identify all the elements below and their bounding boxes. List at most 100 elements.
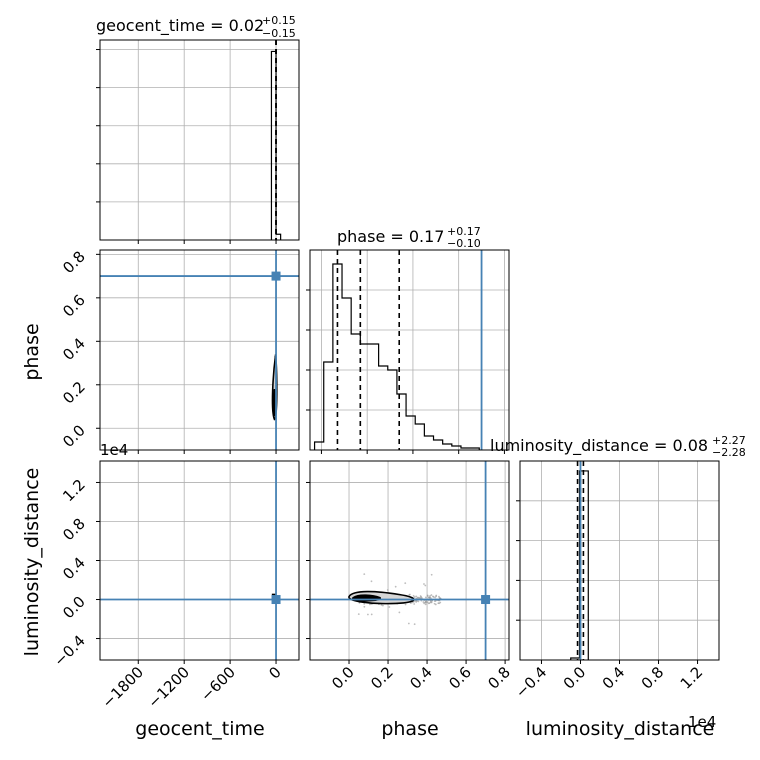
xlabel-luminosity-distance: luminosity_distance <box>526 718 715 740</box>
scatter-point <box>386 589 389 591</box>
scatter-point <box>404 603 407 606</box>
scatter-point <box>417 596 420 599</box>
histogram-step <box>313 263 480 450</box>
scatter-point <box>420 597 423 599</box>
scatter-point <box>426 594 429 597</box>
y-tick-label: 0.0 <box>59 593 89 623</box>
xlabel-phase: phase <box>381 718 438 740</box>
y-tick-label: 0.0 <box>59 421 89 451</box>
ylabel-phase: phase <box>21 323 43 380</box>
x-tick-label: −1800 <box>98 663 147 712</box>
axes-frame <box>309 249 510 451</box>
axes-frame <box>99 460 300 661</box>
scatter-point <box>424 603 427 606</box>
x-tick-label: −1200 <box>144 663 193 712</box>
scatter-point <box>407 622 410 625</box>
x-tick-label: −0.4 <box>512 663 550 701</box>
scatter-point <box>432 595 434 598</box>
scatter-point <box>431 600 433 602</box>
scatter-point <box>382 604 384 607</box>
scatter-point <box>424 584 427 587</box>
ylabel-luminosity-distance: luminosity_distance <box>21 468 43 657</box>
scatter-point <box>363 573 366 575</box>
scatter-point <box>424 596 427 599</box>
title-phase-sup: +0.17 <box>447 225 481 238</box>
x-tick-label: 0.4 <box>599 663 629 693</box>
scatter-point <box>435 594 438 597</box>
offset-label-x: 1e4 <box>688 713 716 731</box>
y-tick-label: −0.4 <box>50 632 88 670</box>
scatter-point <box>398 611 401 614</box>
y-tick-label: 0.2 <box>59 378 89 408</box>
x-tick-label: 0.0 <box>560 663 590 693</box>
scatter-point <box>412 594 415 597</box>
scatter-point <box>429 594 431 597</box>
x-tick-label: 0.0 <box>328 663 358 693</box>
x-tick-label: 1.2 <box>677 663 707 693</box>
x-tick-label: −600 <box>197 663 239 705</box>
histogram-step <box>570 470 589 660</box>
panel-phase-vs-geocent-time: 0.0 0.2 0.4 0.6 0.8 <box>59 247 300 454</box>
title-luminosity-distance-sub: −2.28 <box>712 446 746 459</box>
truth-marker <box>271 271 281 281</box>
panel-luminosity-vs-geocent-time: −1800−1200 −600 0 −0.4 0.0 0.4 0.8 1.2 <box>50 460 300 712</box>
scatter-point <box>417 600 420 603</box>
scatter-point <box>415 601 418 603</box>
title-geocent-time-sup: +0.15 <box>262 14 296 27</box>
y-tick-label: 1.2 <box>59 476 89 506</box>
x-tick-label: 0 <box>265 663 284 682</box>
y-tick-label: 0.4 <box>59 554 89 584</box>
y-tick-label: 0.6 <box>59 291 89 321</box>
scatter-point <box>423 583 425 585</box>
scatter-point <box>367 613 369 616</box>
scatter-point <box>409 602 412 604</box>
panel-geocent-time-hist <box>96 39 300 244</box>
x-tick-label: 0.4 <box>406 663 436 693</box>
panel-luminosity-hist: −0.4 0.0 0.4 0.8 1.2 <box>512 460 720 702</box>
scatter-point <box>413 596 416 598</box>
scatter-point <box>433 600 436 603</box>
y-tick-label: 0.8 <box>59 515 89 545</box>
title-luminosity-distance: luminosity_distance = 0.08 <box>490 436 708 456</box>
scatter-point <box>428 596 431 599</box>
scatter-point <box>370 580 373 583</box>
axes-frame <box>99 39 300 241</box>
x-tick-label: 0.6 <box>445 663 475 693</box>
scatter-point <box>357 613 360 616</box>
scatter-point <box>428 602 431 605</box>
scatter-point <box>413 603 416 605</box>
xlabel-geocent-time: geocent_time <box>135 718 264 740</box>
title-geocent-time: geocent_time = 0.02 <box>96 16 264 36</box>
x-tick-label: 0.8 <box>638 663 668 693</box>
panel-phase-hist <box>306 249 510 454</box>
y-tick-label: 0.8 <box>59 247 89 277</box>
truth-marker <box>271 595 281 605</box>
title-luminosity-distance-sup: +2.27 <box>712 434 746 447</box>
scatter-point <box>368 603 371 606</box>
scatter-point <box>408 594 411 596</box>
scatter-point <box>415 595 418 598</box>
y-tick-label: 0.4 <box>59 334 89 364</box>
panel-luminosity-vs-phase: 0.0 0.2 0.4 0.6 0.8 <box>306 460 514 693</box>
title-geocent-time-sub: −0.15 <box>262 27 296 40</box>
scatter-point <box>404 582 407 585</box>
axes-frame <box>519 460 720 661</box>
x-tick-label: 0.2 <box>367 663 397 693</box>
title-phase-sub: −0.10 <box>447 237 481 250</box>
scatter-point <box>430 601 433 604</box>
scatter-point <box>419 595 422 597</box>
scatter-point <box>438 596 441 599</box>
scatter-point <box>380 604 383 606</box>
scatter-point <box>430 594 433 596</box>
scatter-point <box>413 623 416 626</box>
scatter-point <box>363 605 366 608</box>
scatter-point <box>433 602 436 605</box>
scatter-point <box>363 602 366 605</box>
scatter-point <box>430 573 433 576</box>
scatter-point <box>370 613 373 616</box>
scatter-point <box>422 601 425 603</box>
axes-frame <box>99 249 300 451</box>
scatter-point <box>388 606 391 608</box>
truth-marker <box>481 595 491 605</box>
